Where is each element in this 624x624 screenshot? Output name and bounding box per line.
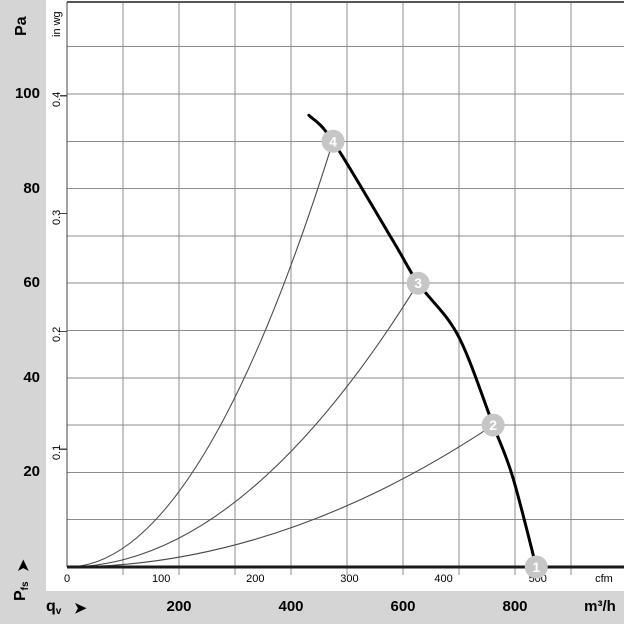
operating-point-number: 2 bbox=[489, 417, 497, 433]
cfm-tick-label: 100 bbox=[151, 573, 171, 585]
pa-tick-label: 80 bbox=[23, 179, 40, 197]
system-curve-to-3 bbox=[66, 282, 419, 568]
m3h-unit-label: m³/h bbox=[584, 598, 616, 615]
operating-point-4: 4 bbox=[321, 129, 345, 153]
operating-point-circle bbox=[524, 555, 548, 579]
system-curve-to-2 bbox=[66, 424, 494, 568]
pa-tick-label: 60 bbox=[23, 274, 40, 292]
operating-point-number: 3 bbox=[414, 275, 422, 291]
pa-tick-label: 20 bbox=[23, 463, 40, 481]
fan-pressure-curve bbox=[307, 113, 538, 569]
flow-axis-symbol: qv bbox=[46, 598, 61, 617]
m3h-tick-label: 400 bbox=[278, 598, 304, 615]
cfm-tick-label: 0 bbox=[63, 573, 71, 585]
system-curve-to-4 bbox=[66, 141, 334, 568]
operating-point-circle bbox=[406, 271, 430, 295]
m3h-tick-label: 800 bbox=[502, 598, 528, 615]
operating-point-1: 1 bbox=[524, 555, 548, 579]
operating-point-3: 3 bbox=[406, 271, 430, 295]
left-axis-margin bbox=[0, 0, 46, 624]
pa-tick-label: 40 bbox=[23, 368, 40, 386]
operating-point-number: 4 bbox=[329, 133, 337, 149]
cfm-tick-label: 200 bbox=[246, 573, 265, 585]
operating-point-circle bbox=[481, 413, 505, 437]
cfm-tick-label: 400 bbox=[434, 573, 453, 585]
operating-point-2: 2 bbox=[481, 413, 505, 437]
bottom-axis-band bbox=[46, 591, 624, 624]
pa-tick-label: 100 bbox=[14, 85, 40, 102]
cfm-unit-label: cfm bbox=[595, 573, 613, 585]
m3h-tick-label: 600 bbox=[390, 598, 416, 615]
cfm-tick-label: 300 bbox=[340, 573, 359, 585]
operating-point-circle bbox=[321, 129, 345, 153]
m3h-tick-label: 200 bbox=[166, 598, 192, 615]
flow-axis-right-arrow-icon: ➤ bbox=[74, 600, 87, 617]
flow-symbol-base: q bbox=[46, 598, 56, 615]
operating-point-number: 1 bbox=[532, 559, 540, 575]
flow-symbol-sub: v bbox=[55, 606, 62, 617]
